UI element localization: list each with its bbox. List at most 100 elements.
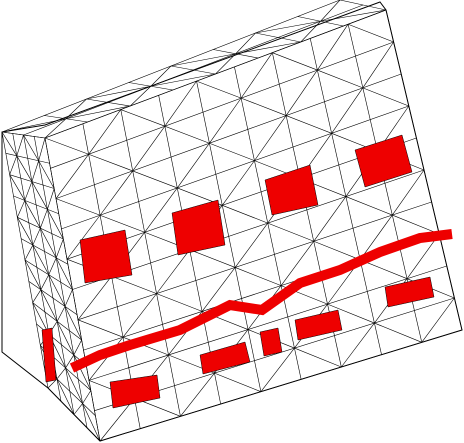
mesh-edge	[317, 69, 363, 89]
mesh-edge	[56, 306, 66, 322]
mesh-edge	[215, 53, 236, 75]
mesh-edge	[56, 321, 75, 356]
mesh-edge	[40, 209, 48, 229]
mesh-edge	[362, 41, 394, 89]
mesh-edge	[40, 228, 57, 258]
mesh-edge	[196, 80, 242, 99]
mesh-edge	[24, 200, 41, 229]
mesh-edge	[189, 249, 236, 268]
red-square	[354, 134, 413, 188]
mesh-edge	[222, 205, 268, 224]
mesh-edge	[77, 276, 112, 320]
mesh-edge	[156, 249, 190, 294]
red-bar	[199, 341, 251, 375]
mesh-edge	[64, 306, 82, 341]
mesh-edge	[313, 196, 347, 242]
mesh-edge	[32, 289, 42, 303]
mesh-edge	[286, 115, 332, 134]
mesh-edge	[132, 170, 178, 189]
mesh-edge	[1, 131, 18, 156]
mesh-edge	[317, 24, 349, 71]
mesh-edge	[55, 198, 101, 216]
mesh-edge	[44, 137, 89, 155]
mesh-edge	[1, 118, 66, 133]
mesh-edge	[56, 378, 75, 415]
mesh-edge	[255, 20, 321, 34]
red-bar	[384, 276, 435, 308]
mesh-edge	[88, 265, 447, 381]
mesh-edge	[65, 105, 131, 120]
red-square	[79, 229, 133, 284]
mesh-edge	[320, 0, 341, 22]
mesh-edge	[327, 303, 375, 324]
mesh-edge	[360, 259, 408, 279]
mesh-edge	[374, 322, 422, 343]
mesh-edge	[345, 196, 393, 216]
mesh-edge	[23, 4, 364, 136]
mesh-edge	[260, 347, 295, 392]
mesh-edge	[254, 115, 287, 161]
mesh-edge	[406, 233, 440, 279]
mesh-edge	[156, 293, 203, 312]
mesh-edge	[24, 259, 42, 290]
red-square	[259, 327, 283, 357]
mesh-edge	[170, 53, 236, 67]
mesh-edge	[88, 153, 133, 172]
mesh-edge	[88, 109, 122, 155]
red-square	[171, 199, 226, 256]
mesh-edge	[285, 69, 318, 116]
mesh-edge	[9, 174, 26, 201]
mesh-edge	[150, 65, 172, 87]
mesh-edge	[234, 222, 269, 268]
mesh-edge	[421, 297, 455, 343]
mesh-edge	[65, 98, 87, 119]
mesh-edge	[272, 52, 318, 71]
mesh-edge	[17, 200, 26, 218]
mesh-edge	[111, 275, 157, 294]
mesh-edge	[32, 228, 41, 246]
mesh-edge	[99, 329, 463, 442]
mesh-edge	[241, 97, 287, 116]
mesh-edge	[32, 244, 50, 275]
mesh-edge	[150, 73, 216, 87]
mesh-edge	[99, 397, 135, 442]
mesh-edge	[44, 118, 67, 139]
mesh-edge	[47, 209, 64, 240]
mesh-edge	[55, 154, 89, 199]
mesh-edge	[48, 257, 57, 275]
mesh-edge	[359, 214, 393, 260]
mesh-edge	[331, 87, 364, 134]
mesh-edge	[222, 160, 255, 206]
mesh-edge	[294, 347, 342, 368]
mesh-edge	[73, 339, 82, 356]
mesh-edge	[50, 41, 394, 169]
red-bar	[109, 374, 161, 409]
mesh-edge	[55, 238, 64, 258]
mesh-edge	[144, 187, 178, 233]
mesh-edge	[48, 274, 66, 307]
mesh-edge	[40, 274, 50, 290]
mesh-edge	[300, 21, 321, 43]
mesh-edge	[348, 23, 394, 43]
mesh-edge	[132, 126, 166, 172]
mesh-edge	[31, 160, 39, 182]
mesh-edge	[47, 378, 58, 389]
red-band	[69, 229, 453, 373]
red-bar	[294, 309, 343, 341]
mesh-edge	[392, 169, 425, 216]
mesh-edge	[235, 267, 282, 286]
mesh-edge	[77, 319, 124, 338]
mesh-edge	[235, 41, 301, 55]
red-regions	[41, 134, 435, 409]
mesh-edge	[313, 240, 361, 261]
mesh-edge	[82, 403, 101, 442]
mesh-edge	[164, 80, 197, 127]
mesh-edge	[177, 143, 210, 189]
mesh-edge	[280, 241, 314, 286]
mesh-edge	[23, 134, 39, 161]
mesh-edge	[38, 137, 46, 161]
mesh-edge	[86, 85, 151, 100]
mesh-edge	[120, 109, 165, 127]
